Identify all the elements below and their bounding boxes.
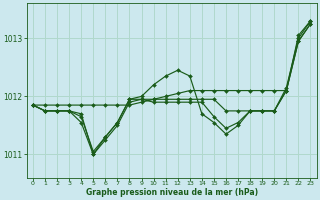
X-axis label: Graphe pression niveau de la mer (hPa): Graphe pression niveau de la mer (hPa) [86,188,258,197]
